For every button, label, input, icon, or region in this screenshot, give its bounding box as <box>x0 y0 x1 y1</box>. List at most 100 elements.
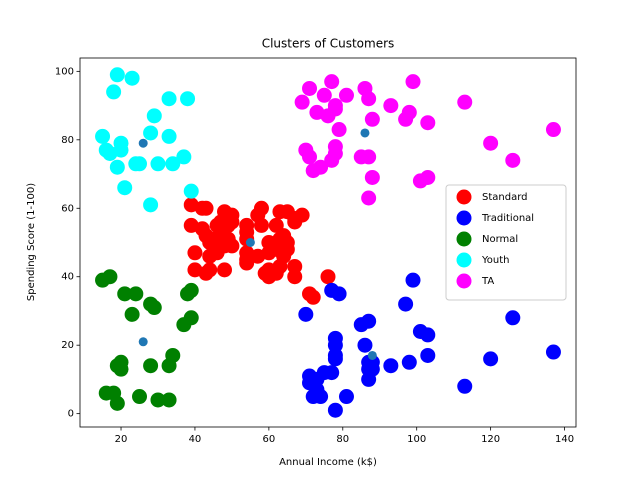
scatter-point <box>361 91 377 107</box>
scatter-point <box>217 262 233 278</box>
scatter-point <box>224 214 240 230</box>
legend-marker <box>456 189 472 205</box>
x-tick-label: 140 <box>555 434 574 445</box>
y-tick-label: 40 <box>61 272 74 283</box>
scatter-point <box>420 169 436 185</box>
scatter-point <box>305 289 321 305</box>
scatter-point <box>132 389 148 405</box>
scatter-point <box>420 327 436 343</box>
scatter-point <box>361 149 377 165</box>
x-axis-label: Annual Income (k$) <box>279 457 377 468</box>
scatter-point <box>117 286 133 302</box>
scatter-point <box>143 125 159 141</box>
legend-label: TA <box>481 276 494 287</box>
scatter-point <box>483 135 499 151</box>
scatter-point <box>253 217 269 233</box>
legend-marker <box>456 231 472 247</box>
scatter-point <box>95 128 111 144</box>
scatter-point <box>102 269 118 285</box>
scatter-point <box>109 159 125 175</box>
y-tick-label: 100 <box>55 66 74 77</box>
scatter-point <box>545 344 561 360</box>
scatter-point <box>146 108 162 124</box>
scatter-point <box>138 138 148 148</box>
scatter-point <box>187 245 203 261</box>
legend-marker <box>456 210 472 226</box>
scatter-point <box>198 265 214 281</box>
legend-label: Standard <box>482 192 528 203</box>
scatter-point <box>401 104 417 120</box>
scatter-point <box>364 354 380 370</box>
scatter-point <box>405 272 421 288</box>
scatter-point <box>183 282 199 298</box>
scatter-point <box>161 392 177 408</box>
scatter-point <box>117 180 133 196</box>
scatter-point <box>113 135 129 151</box>
y-tick-label: 20 <box>61 340 74 351</box>
scatter-point <box>338 389 354 405</box>
scatter-point <box>505 310 521 326</box>
scatter-point <box>109 395 125 411</box>
scatter-point <box>138 337 148 347</box>
scatter-point <box>124 306 140 322</box>
scatter-point <box>401 354 417 370</box>
scatter-point <box>405 74 421 90</box>
scatter-point <box>327 101 343 117</box>
scatter-point <box>383 98 399 114</box>
x-tick-label: 120 <box>481 434 500 445</box>
scatter-point <box>357 337 373 353</box>
scatter-point <box>106 84 122 100</box>
scatter-point <box>161 128 177 144</box>
legend-label: Youth <box>481 255 510 266</box>
scatter-point <box>457 378 473 394</box>
scatter-point <box>483 351 499 367</box>
scatter-point <box>176 149 192 165</box>
y-tick-label: 60 <box>61 203 74 214</box>
x-tick-label: 80 <box>336 434 349 445</box>
scatter-point <box>505 152 521 168</box>
x-tick-label: 60 <box>262 434 275 445</box>
x-tick-label: 100 <box>407 434 426 445</box>
y-tick-label: 0 <box>68 409 74 420</box>
scatter-point <box>183 183 199 199</box>
scatter-point <box>287 258 303 274</box>
scatter-point <box>183 310 199 326</box>
scatter-point <box>287 269 303 285</box>
scatter-point <box>324 74 340 90</box>
scatter-point <box>320 269 336 285</box>
y-tick-label: 80 <box>61 135 74 146</box>
legend-marker <box>456 273 472 289</box>
scatter-point <box>420 115 436 131</box>
scatter-point <box>124 70 140 86</box>
legend: Standard Traditional Normal Youth TA <box>445 184 567 301</box>
scatter-point <box>279 235 295 250</box>
scatter-point <box>161 91 177 107</box>
scatter-point <box>128 286 144 302</box>
scatter-point <box>109 67 125 83</box>
scatter-point <box>113 361 129 377</box>
scatter-point <box>327 139 343 155</box>
x-tick-label: 40 <box>189 434 202 445</box>
scatter-point <box>457 94 473 110</box>
scatter-point <box>398 296 414 312</box>
scatter-point <box>253 200 269 216</box>
scatter-point <box>294 207 310 223</box>
scatter-point <box>239 224 255 240</box>
scatter-point <box>313 159 329 175</box>
scatter-point <box>361 313 377 329</box>
scatter-point <box>327 402 343 418</box>
scatter-point <box>298 306 314 322</box>
scatter-point <box>245 238 255 247</box>
scatter-point <box>165 156 181 172</box>
scatter-point <box>420 347 436 363</box>
scatter-point <box>360 128 370 138</box>
scatter-point <box>367 350 377 360</box>
legend-box <box>445 184 567 301</box>
scatter-point <box>180 91 196 107</box>
scatter-point <box>302 80 318 96</box>
legend-label: Traditional <box>481 213 534 224</box>
y-axis-label: Spending Score (1-100) <box>26 183 37 301</box>
scatter-point <box>165 347 181 363</box>
